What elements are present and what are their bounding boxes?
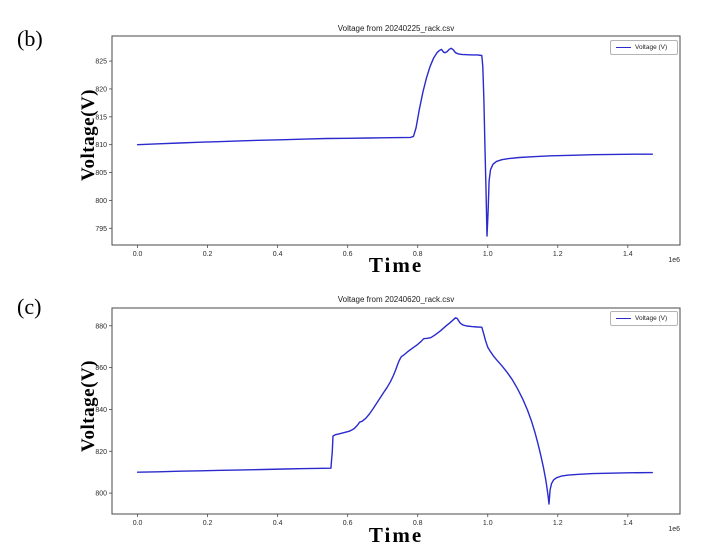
svg-text:810: 810 xyxy=(95,142,107,149)
svg-text:1.0: 1.0 xyxy=(483,520,493,527)
panel-label-c: (c) xyxy=(17,294,42,319)
svg-text:1.2: 1.2 xyxy=(553,520,563,527)
chart-c-x-axis-label: Time xyxy=(368,523,424,547)
chart-b-title: Voltage from 20240225_rack.csv xyxy=(337,24,455,33)
legend-line-swatch xyxy=(616,47,631,48)
svg-text:0.4: 0.4 xyxy=(273,251,283,258)
svg-text:1.4: 1.4 xyxy=(623,520,633,527)
svg-text:1e6: 1e6 xyxy=(668,257,680,264)
svg-text:0.0: 0.0 xyxy=(133,520,143,527)
svg-text:1.4: 1.4 xyxy=(623,251,633,258)
svg-text:800: 800 xyxy=(95,198,107,205)
svg-text:0.8: 0.8 xyxy=(413,520,423,527)
chart-b-x-axis-label: Time xyxy=(368,253,424,277)
svg-text:860: 860 xyxy=(95,365,107,372)
svg-text:805: 805 xyxy=(95,170,107,177)
svg-text:0.6: 0.6 xyxy=(343,520,353,527)
svg-text:825: 825 xyxy=(95,59,107,66)
svg-text:1e6: 1e6 xyxy=(668,526,680,533)
svg-text:800: 800 xyxy=(95,491,107,498)
panel-label-b: (b) xyxy=(17,26,43,51)
legend-line-swatch xyxy=(616,318,631,319)
svg-text:0.2: 0.2 xyxy=(203,251,213,258)
svg-text:880: 880 xyxy=(95,323,107,330)
chart-c-plot-area: 0.0 0.2 0.4 0.6 0.8 1.0 1.2 1.4 800 820 840 860 880 1… xyxy=(95,307,681,533)
svg-text:0.6: 0.6 xyxy=(343,251,353,258)
chart-b-plot-area: 0.0 0.2 0.4 0.6 0.8 1.0 1.2 1.4 795 800 805 810 815 8… xyxy=(95,35,681,264)
legend-label: Voltage (V) xyxy=(635,44,668,51)
chart-c-legend: Voltage (V) xyxy=(610,311,678,326)
chart-c-title: Voltage from 20240620_rack.csv xyxy=(337,295,455,304)
svg-text:820: 820 xyxy=(95,449,107,456)
legend-label: Voltage (V) xyxy=(635,315,668,322)
svg-text:815: 815 xyxy=(95,114,107,121)
svg-text:1.2: 1.2 xyxy=(553,251,563,258)
svg-text:0.8: 0.8 xyxy=(413,251,423,258)
svg-text:1.0: 1.0 xyxy=(483,251,493,258)
svg-text:0.0: 0.0 xyxy=(133,251,143,258)
svg-text:0.2: 0.2 xyxy=(203,520,213,527)
svg-text:840: 840 xyxy=(95,407,107,414)
svg-text:820: 820 xyxy=(95,86,107,93)
chart-b-legend: Voltage (V) xyxy=(610,40,678,55)
svg-text:795: 795 xyxy=(95,226,107,233)
svg-text:0.4: 0.4 xyxy=(273,520,283,527)
